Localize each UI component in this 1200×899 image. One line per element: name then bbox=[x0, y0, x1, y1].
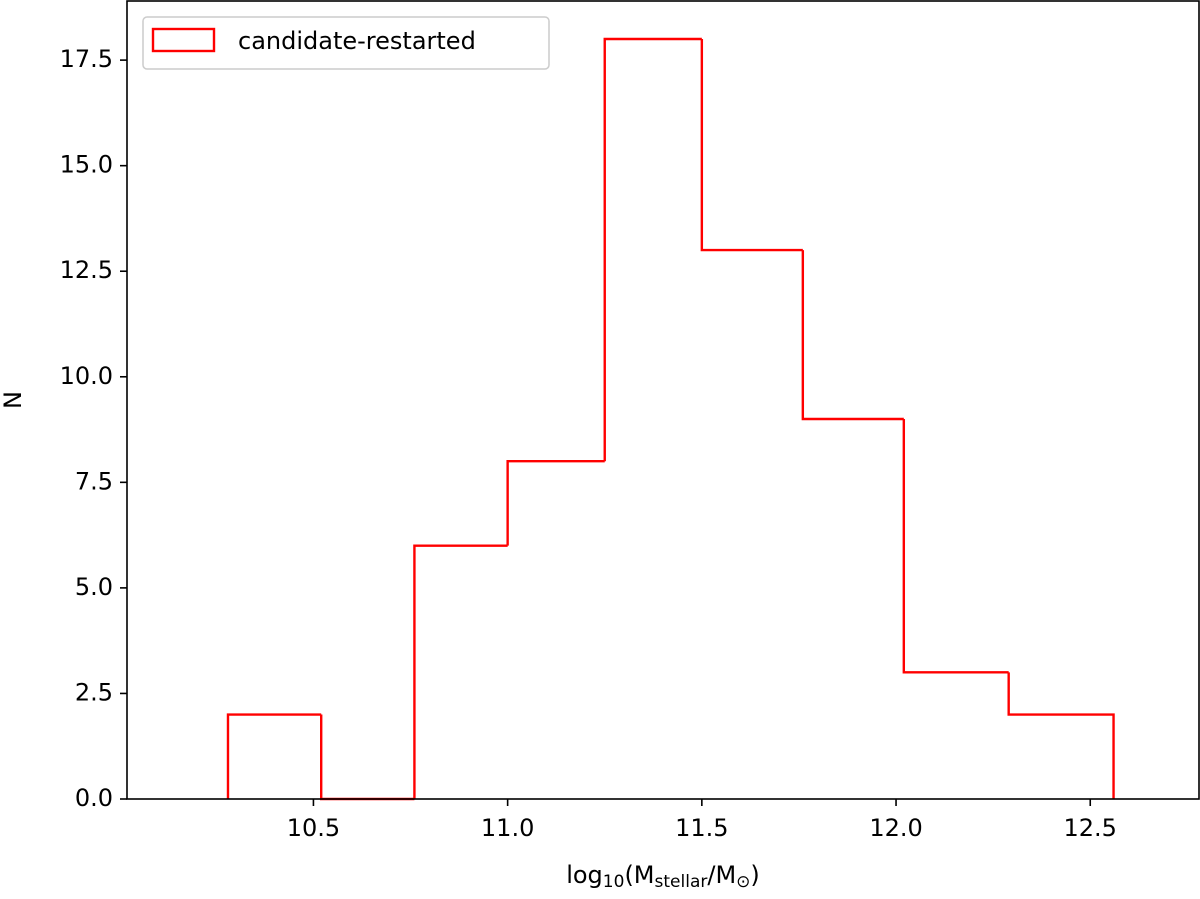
histogram-bin bbox=[413, 544, 508, 799]
histogram-bin bbox=[1007, 672, 1115, 799]
y-tick-label: 2.5 bbox=[75, 678, 113, 706]
y-tick-label: 7.5 bbox=[75, 467, 113, 495]
legend-box bbox=[142, 16, 550, 70]
x-tick-label: 12.5 bbox=[1064, 814, 1117, 842]
x-tick-label: 11.5 bbox=[675, 814, 728, 842]
y-axis-label: N bbox=[0, 391, 27, 409]
y-tick-label: 12.5 bbox=[60, 256, 113, 284]
histogram-bin bbox=[700, 39, 803, 252]
legend-patch bbox=[151, 27, 216, 53]
y-tick-label: 0.0 bbox=[75, 784, 113, 812]
legend-label: candidate-restarted bbox=[238, 27, 476, 55]
histogram-bin bbox=[801, 250, 904, 421]
y-tick-label: 5.0 bbox=[75, 573, 113, 601]
histogram-bin bbox=[603, 37, 702, 462]
histogram-bin bbox=[506, 460, 605, 546]
x-tick-label: 10.5 bbox=[287, 814, 340, 842]
x-tick-label: 11.0 bbox=[481, 814, 534, 842]
histogram-bin bbox=[902, 419, 1009, 674]
x-tick-label: 12.0 bbox=[869, 814, 922, 842]
histogram-bin bbox=[226, 713, 322, 799]
y-tick-label: 17.5 bbox=[60, 45, 113, 73]
y-tick-label: 10.0 bbox=[60, 362, 113, 390]
histogram-bin bbox=[320, 714, 415, 801]
x-axis-label: log10(Mstellar/M⊙) bbox=[566, 861, 760, 892]
y-tick-label: 15.0 bbox=[60, 151, 113, 179]
plot-frame bbox=[126, 0, 1200, 800]
